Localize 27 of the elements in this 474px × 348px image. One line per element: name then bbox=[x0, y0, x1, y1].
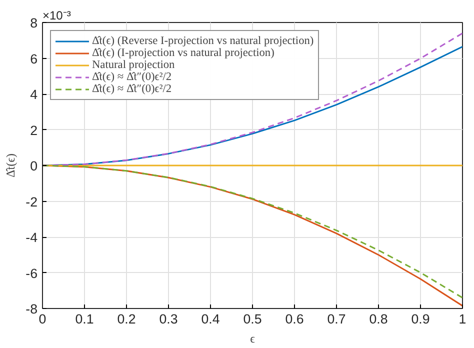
x-tick-label: 0.4 bbox=[201, 312, 220, 326]
y-tick-label: -4 bbox=[26, 230, 38, 245]
x-tick-label: 0.7 bbox=[327, 312, 346, 326]
y-tick-label: 4 bbox=[30, 87, 38, 102]
x-tick-label: 0.1 bbox=[75, 312, 94, 326]
y-tick-label: -6 bbox=[26, 266, 38, 281]
y-tick-label: 6 bbox=[30, 51, 38, 66]
legend-label: Δ̂t(ϵ) ≈ Δ̂t″(0)ϵ²/2 bbox=[92, 71, 172, 83]
legend-label: Δ̂t(ϵ) ≈ Δ̂t″(0)ϵ²/2 bbox=[92, 83, 172, 95]
x-axis-title: ϵ bbox=[250, 332, 256, 346]
y-tick-label: 0 bbox=[30, 158, 38, 174]
x-tick-label: 0.6 bbox=[285, 312, 304, 326]
x-tick-label: 1 bbox=[458, 312, 466, 326]
legend-label: Δ̂t(ϵ) (Reverse I-projection vs natural projection) bbox=[92, 35, 314, 47]
y-tick-label: 2 bbox=[30, 122, 38, 138]
y-tick-label: -8 bbox=[26, 302, 38, 316]
x-tick-label: 0.2 bbox=[117, 312, 136, 326]
x-tick-label: 0.3 bbox=[159, 312, 178, 326]
y-tick-label: -2 bbox=[26, 194, 38, 210]
x-tick-label: 0.9 bbox=[411, 312, 430, 326]
x-tick-label: 0.5 bbox=[243, 312, 262, 326]
y-tick-label: 8 bbox=[30, 16, 38, 30]
legend-label: Natural projection bbox=[92, 59, 175, 71]
legend-label: Δ̂t(ϵ) (I-projection vs natural projection) bbox=[92, 47, 274, 59]
text: ×10⁻³ bbox=[42, 8, 71, 22]
x-tick-label: 0.8 bbox=[369, 312, 388, 326]
y-axis-title: Δ̂t(ϵ) bbox=[4, 154, 18, 178]
